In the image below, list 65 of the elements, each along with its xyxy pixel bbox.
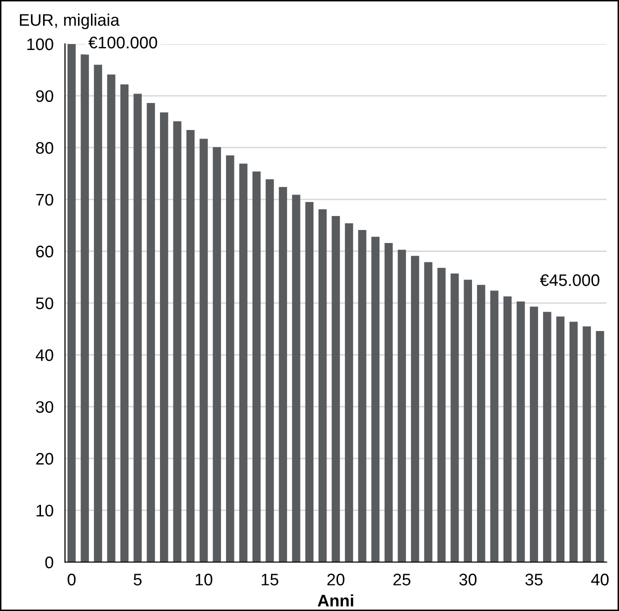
y-tick-label: 70 bbox=[36, 194, 54, 206]
bar bbox=[68, 44, 76, 562]
x-tick-label: 15 bbox=[262, 574, 278, 586]
bar bbox=[120, 84, 129, 562]
bar bbox=[239, 164, 248, 562]
y-tick-label: 20 bbox=[36, 452, 54, 465]
x-tick-label: 5 bbox=[134, 574, 142, 586]
bar bbox=[503, 296, 512, 562]
bar bbox=[490, 290, 498, 562]
x-tick-label: 0 bbox=[68, 574, 76, 586]
bar bbox=[384, 242, 393, 562]
bar bbox=[318, 209, 327, 562]
bar bbox=[173, 121, 182, 562]
x-tick-label: 35 bbox=[525, 574, 543, 586]
bar bbox=[80, 54, 89, 562]
bar bbox=[94, 64, 102, 562]
y-tick-label: 90 bbox=[36, 90, 54, 102]
annotation: €45.000 bbox=[540, 274, 600, 286]
bar bbox=[134, 94, 142, 562]
bar bbox=[410, 256, 420, 562]
bar bbox=[186, 130, 195, 562]
bar bbox=[146, 103, 155, 562]
y-tick-label: 30 bbox=[36, 401, 54, 413]
bar bbox=[530, 306, 538, 562]
bar bbox=[292, 194, 300, 562]
bar bbox=[596, 331, 604, 562]
y-tick-label: 40 bbox=[36, 349, 54, 362]
bar bbox=[570, 322, 578, 562]
y-tick-label: 0 bbox=[45, 556, 54, 568]
bar bbox=[226, 155, 234, 562]
bar bbox=[371, 236, 380, 562]
y-axis-title: EUR, migliaia bbox=[20, 14, 120, 30]
bar bbox=[543, 312, 552, 562]
bar bbox=[424, 262, 432, 562]
bar bbox=[516, 302, 525, 562]
bar bbox=[450, 274, 459, 562]
bar bbox=[477, 284, 486, 562]
y-tick-label: 10 bbox=[36, 504, 54, 517]
bar bbox=[556, 316, 564, 562]
x-tick-label: 40 bbox=[591, 574, 609, 586]
bar bbox=[200, 138, 208, 562]
x-tick-label: 20 bbox=[327, 574, 344, 586]
bar bbox=[464, 280, 472, 562]
x-tick-label: 30 bbox=[459, 574, 477, 586]
y-tick-label: 80 bbox=[36, 142, 54, 154]
bar bbox=[344, 223, 354, 562]
bar bbox=[160, 112, 168, 562]
bar bbox=[305, 202, 314, 562]
bar bbox=[358, 230, 366, 562]
bar bbox=[252, 171, 261, 562]
bar bbox=[582, 326, 591, 562]
x-tick-label: 10 bbox=[196, 574, 212, 586]
bar bbox=[398, 250, 406, 562]
y-tick-label: 100 bbox=[27, 38, 54, 50]
x-tick-label: 25 bbox=[393, 574, 410, 586]
x-axis-title: Anni bbox=[318, 594, 354, 606]
y-tick-label: 50 bbox=[36, 297, 54, 310]
bar bbox=[332, 216, 340, 562]
bar bbox=[107, 74, 116, 562]
bar bbox=[278, 186, 288, 562]
bar bbox=[437, 268, 446, 562]
y-tick-label: 60 bbox=[36, 246, 54, 258]
annotation: €100.000 bbox=[88, 36, 158, 48]
bar bbox=[212, 147, 222, 562]
bar bbox=[266, 179, 274, 562]
